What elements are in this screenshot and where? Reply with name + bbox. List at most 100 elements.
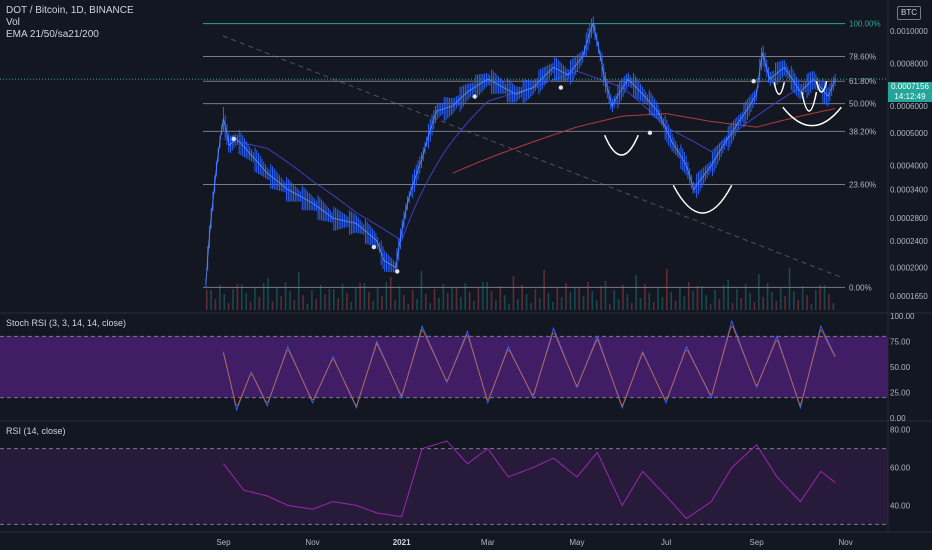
volume-bar [271, 301, 274, 310]
volume-bar [819, 285, 821, 310]
stoch-rsi-title: Stoch RSI (3, 3, 14, 14, close) [6, 318, 126, 328]
volume-bar [481, 282, 484, 310]
volume-bar [350, 302, 353, 310]
pattern-marker [751, 79, 756, 84]
fib-level-label: 0.00% [849, 283, 872, 292]
volume-bar [302, 295, 304, 310]
volume-bar [503, 295, 506, 310]
volume-bar [385, 282, 388, 310]
ema-legend[interactable]: EMA 21/50/sa21/200 [6, 29, 99, 40]
volume-bar [740, 298, 743, 310]
volume-bar [468, 292, 471, 310]
fib-level-label: 100.00% [849, 20, 881, 29]
volume-bar [771, 292, 773, 310]
volume-bar [630, 303, 633, 310]
volume-bar [609, 304, 611, 310]
cup-arc [672, 184, 733, 214]
volume-bar [280, 296, 283, 310]
volume-legend[interactable]: Vol [6, 17, 20, 28]
volume-bar [284, 282, 287, 310]
symbol-legend[interactable]: DOT / Bitcoin, 1D, BINANCE [6, 5, 134, 16]
volume-bar [495, 300, 497, 310]
volume-bar [758, 274, 760, 310]
rsi-title: RSI (14, close) [6, 426, 66, 436]
volume-bar [455, 288, 458, 310]
volume-bar [814, 290, 817, 310]
volume-bar [644, 284, 646, 310]
volume-bar [473, 301, 475, 310]
volume-bar [626, 294, 629, 310]
volume-bar [823, 285, 826, 310]
volume-bar [328, 289, 331, 310]
volume-bar [670, 292, 672, 310]
volume-bar [403, 295, 405, 310]
price-axis-tick: 0.0010000 [890, 27, 928, 36]
cup-arc [815, 81, 828, 93]
main-pane: 100.00% 78.60% 61.80% 50.00% 38.20% 23.60% 0.0… [0, 16, 888, 310]
rsi-line [223, 440, 836, 520]
volume-bar [363, 283, 366, 310]
volume-bar [420, 271, 423, 310]
volume-bar [683, 296, 686, 310]
pattern-marker [395, 269, 400, 274]
volume-bar [674, 301, 677, 310]
volume-bar [425, 294, 427, 310]
volume-bar [223, 294, 226, 310]
volume-bar [534, 289, 537, 310]
price-axis-tick: 0.0002800 [890, 214, 928, 223]
volume-bar [446, 293, 449, 310]
volume-bar [543, 270, 545, 310]
volume-bar [368, 292, 370, 310]
volume-bar [714, 290, 716, 310]
volume-bar [306, 304, 309, 310]
volume-bar [236, 284, 239, 310]
volume-bar [227, 303, 230, 310]
volume-bar [718, 299, 721, 310]
volume-bar [652, 302, 655, 310]
currency-badge[interactable]: BTC [897, 6, 921, 20]
price-axis-tick: 0.0001650 [890, 292, 928, 301]
volume-bar [736, 289, 738, 310]
volume-bar [569, 292, 572, 310]
volume-bar [346, 293, 348, 310]
volume-bar [525, 294, 528, 310]
volume-bar [324, 294, 326, 310]
volume-bar [709, 304, 712, 310]
volume-bar [648, 293, 651, 310]
volume-bar [433, 289, 436, 310]
volume-bar [490, 291, 493, 310]
volume-bar [810, 304, 813, 310]
volume-bar [398, 286, 401, 310]
volume-bar [389, 277, 392, 310]
ema-slow-line [452, 108, 836, 174]
volume-bar [337, 298, 339, 310]
volume-bar [376, 287, 379, 310]
time-axis-tick: Nov [839, 538, 853, 547]
stoch-axis-tick: 75.00 [890, 338, 911, 347]
volume-bar [547, 293, 550, 310]
volume-bar [442, 284, 445, 310]
volume-bar [249, 302, 252, 310]
volume-bar [460, 297, 462, 310]
volume-bar [665, 269, 668, 310]
last-price-value: 0.0007156 [891, 82, 929, 91]
volume-bar [254, 288, 256, 310]
volume-bar [451, 288, 453, 310]
pattern-marker [558, 85, 564, 90]
time-axis-tick: Nov [305, 538, 319, 547]
volume-bar [240, 284, 243, 310]
pattern-marker [472, 94, 477, 99]
volume-bar [214, 299, 217, 310]
volume-bar [832, 303, 835, 310]
volume-bar [407, 304, 410, 310]
volume-bar [753, 302, 756, 310]
volume-bar [565, 283, 567, 310]
volume-bar [477, 287, 480, 310]
stoch-d-line [223, 325, 836, 408]
volume-bar [429, 303, 431, 310]
volume-bar [499, 286, 502, 310]
volume-bar [517, 299, 519, 310]
time-axis-tick: 2021 [393, 538, 411, 547]
volume-bar [657, 288, 659, 310]
